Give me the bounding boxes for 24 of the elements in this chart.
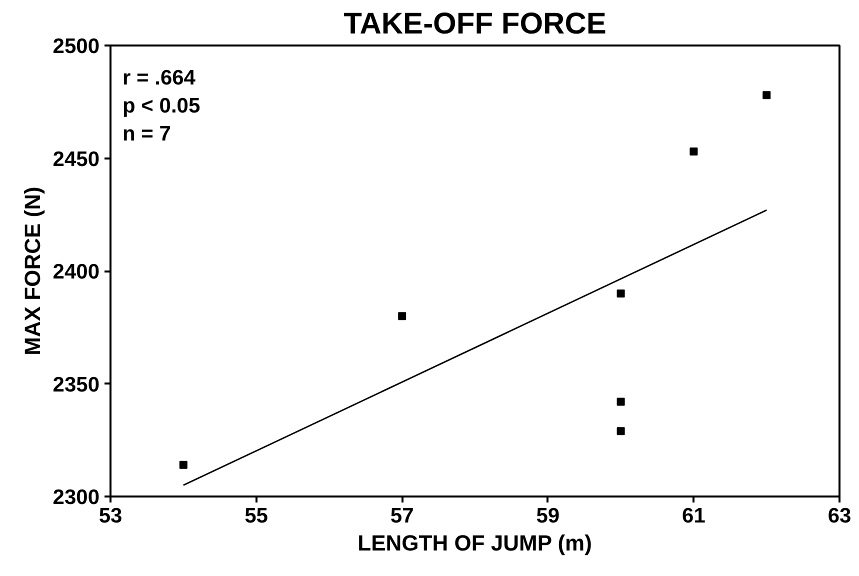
x-tick-label: 61	[682, 504, 706, 528]
point	[616, 427, 625, 436]
point	[616, 290, 625, 298]
point	[762, 91, 771, 100]
x-axis-title: LENGTH OF JUMP (m)	[358, 530, 592, 556]
point	[179, 460, 188, 469]
x-tick-label: 63	[828, 504, 852, 528]
x-tick-label: 57	[390, 504, 414, 528]
y-tick-label: 2350	[52, 373, 100, 396]
x-tick-label: 55	[244, 504, 268, 528]
annotation: n = 7	[122, 122, 171, 146]
point	[616, 398, 625, 406]
chart-title: TAKE-OFF FORCE	[344, 8, 606, 40]
point	[690, 147, 698, 156]
y-tick-label: 2500	[52, 35, 100, 58]
y-axis-title: MAX FORCE (N)	[20, 186, 45, 356]
annotation: p < 0.05	[122, 94, 200, 118]
y-tick-label: 2450	[52, 148, 100, 171]
x-tick-label: 59	[536, 504, 560, 528]
point	[398, 312, 406, 320]
y-tick-label: 2300	[52, 486, 100, 509]
x-tick-label: 53	[98, 504, 122, 528]
annotation: r = .664	[122, 66, 196, 90]
y-tick-label: 2400	[52, 260, 100, 284]
